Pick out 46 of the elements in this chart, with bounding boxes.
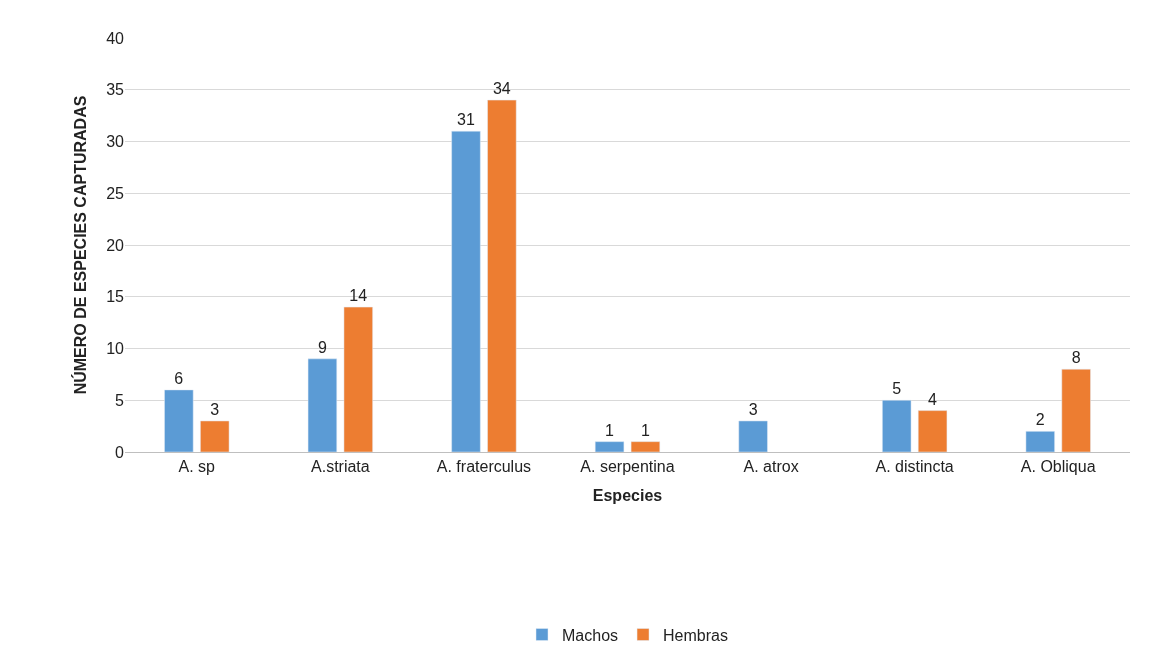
data-label: 6 [174, 369, 184, 387]
bar [882, 400, 912, 452]
x-tick-label: A. fraterculus [436, 458, 532, 476]
data-label: 3 [210, 400, 220, 418]
data-label: 2 [1035, 411, 1045, 429]
data-label: 31 [457, 111, 475, 129]
bar [451, 130, 481, 452]
y-axis-title: NÚMERO DE ESPECIES CAPTURADAS [71, 95, 90, 395]
bar [738, 420, 768, 452]
bar [594, 441, 625, 452]
x-tick-label: A. atrox [743, 458, 799, 476]
data-label: 3 [748, 400, 758, 418]
y-tick-label: 5 [115, 391, 125, 409]
bar [630, 441, 661, 452]
bar [1025, 431, 1055, 452]
data-label: 34 [492, 80, 511, 98]
x-tick-label: A. sp [178, 458, 216, 476]
y-tick-label: 15 [106, 288, 125, 306]
legend-label: Hembras [663, 626, 728, 644]
x-tick-label: A. distincta [875, 458, 954, 476]
x-tick-label: A. Obliqua [1020, 458, 1096, 476]
bar [164, 389, 194, 452]
y-tick-label: 20 [106, 236, 125, 254]
y-tick-label: 25 [106, 184, 125, 202]
x-axis-title: Especies [592, 486, 663, 504]
y-tick-label: 40 [106, 29, 125, 47]
data-label: 14 [349, 287, 368, 305]
bar [200, 420, 230, 452]
bar [307, 358, 338, 452]
data-label: 1 [640, 421, 650, 439]
data-label: 5 [892, 380, 902, 398]
data-label: 4 [928, 390, 938, 408]
legend-label: Machos [562, 626, 619, 644]
bar [917, 410, 948, 452]
y-tick-label: 10 [106, 340, 125, 358]
bar [487, 99, 517, 452]
y-tick-label: 0 [115, 443, 125, 461]
x-tick-label: A.striata [311, 458, 370, 476]
y-tick-label: 35 [106, 81, 125, 99]
x-tick-label: A. serpentina [580, 458, 675, 476]
data-label: 9 [317, 338, 327, 356]
data-label: 1 [605, 421, 615, 439]
bar [343, 306, 373, 452]
y-tick-label: 30 [106, 133, 125, 151]
data-label: 8 [1071, 349, 1081, 367]
bar [1061, 368, 1091, 452]
